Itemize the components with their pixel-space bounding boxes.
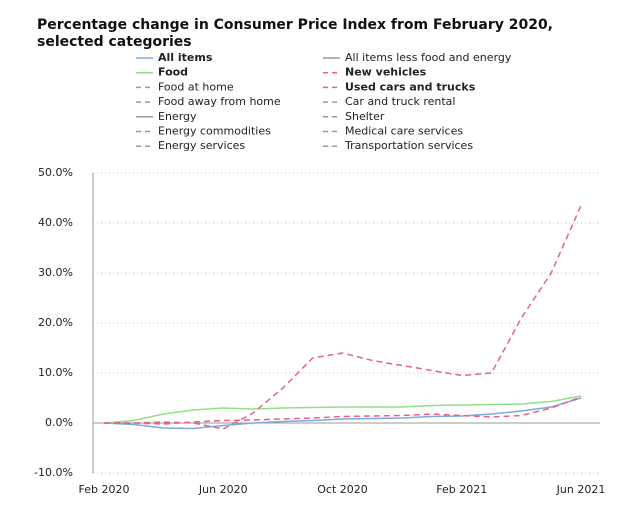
legend-label: All items less food and energy xyxy=(345,51,512,64)
series-line xyxy=(103,395,582,424)
series-line xyxy=(103,397,582,430)
y-tick-label: -10.0% xyxy=(34,466,73,479)
legend-label: Food away from home xyxy=(158,95,281,108)
y-tick-label: 30.0% xyxy=(38,266,73,279)
y-tick-label: 50.0% xyxy=(38,166,73,179)
series-line xyxy=(104,205,582,430)
x-tick-label: Feb 2020 xyxy=(79,483,130,496)
legend-label: Energy commodities xyxy=(158,125,271,138)
y-tick-label: 20.0% xyxy=(38,316,73,329)
chart-title: Percentage change in Consumer Price Inde… xyxy=(37,17,558,50)
y-tick-label: 10.0% xyxy=(38,366,73,379)
series-line xyxy=(104,396,582,425)
legend-label: All items xyxy=(158,51,213,64)
x-tick-label: Feb 2021 xyxy=(436,483,487,496)
x-tick-label: Jun 2020 xyxy=(198,483,248,496)
legend-label: New vehicles xyxy=(345,66,427,79)
legend-label: Food at home xyxy=(158,80,234,93)
legend-label: Energy services xyxy=(158,139,245,152)
legend-label: Transportation services xyxy=(344,139,473,152)
legend-label: Energy xyxy=(158,110,197,123)
legend-label: Car and truck rental xyxy=(345,95,455,108)
y-tick-label: 40.0% xyxy=(38,216,73,229)
y-tick-label: 0.0% xyxy=(45,416,73,429)
legend-label: Used cars and trucks xyxy=(345,80,476,93)
x-tick-label: Oct 2020 xyxy=(317,483,368,496)
legend-label: Food xyxy=(158,66,188,79)
legend-label: Shelter xyxy=(345,110,385,123)
legend-label: Medical care services xyxy=(345,125,463,138)
x-tick-label: Jun 2021 xyxy=(556,483,606,496)
